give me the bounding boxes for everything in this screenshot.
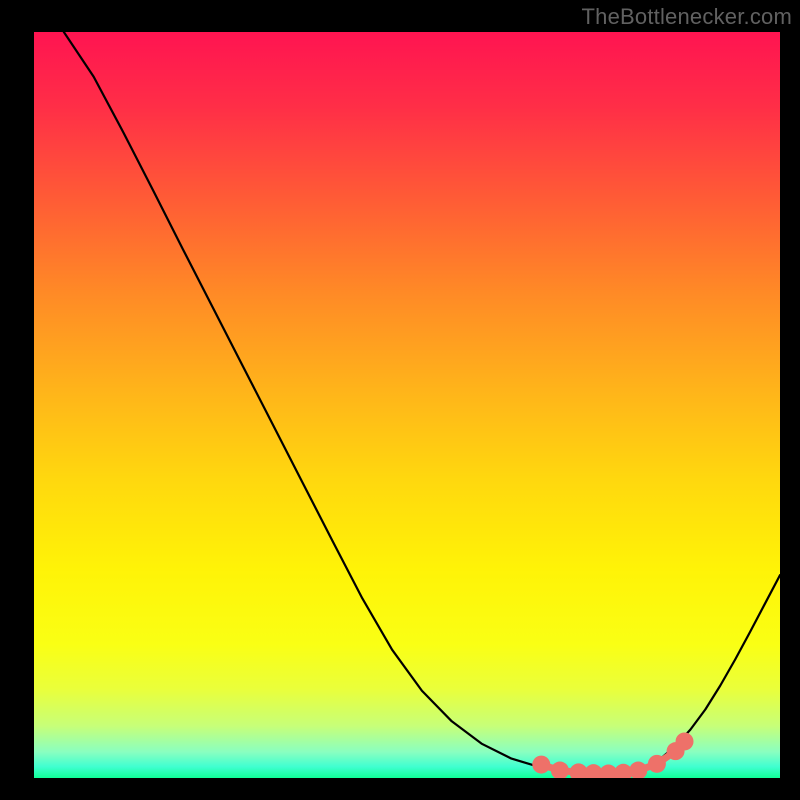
bottleneck-chart: [34, 32, 780, 778]
watermark-text: TheBottlenecker.com: [582, 4, 792, 30]
outer-frame: TheBottlenecker.com: [0, 0, 800, 800]
